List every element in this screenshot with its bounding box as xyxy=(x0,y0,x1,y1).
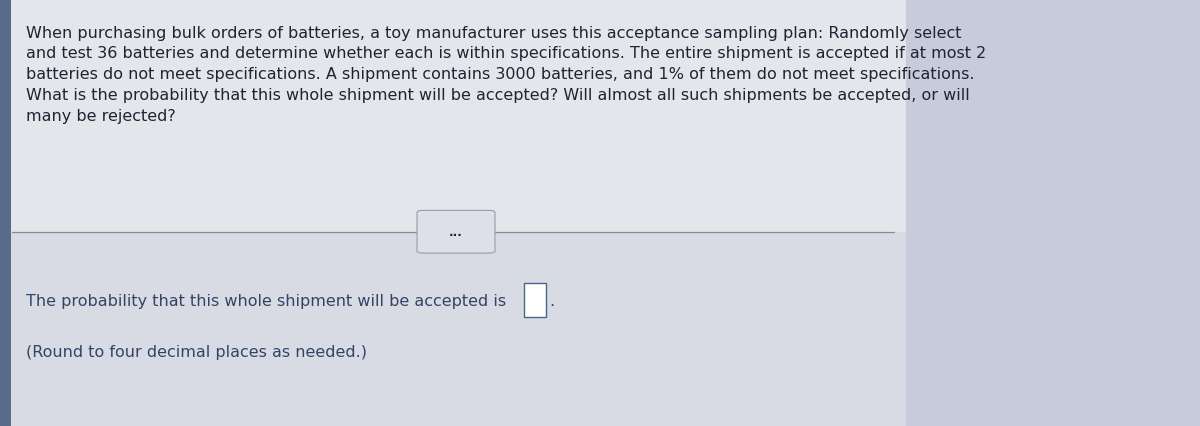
Text: When purchasing bulk orders of batteries, a toy manufacturer uses this acceptanc: When purchasing bulk orders of batteries… xyxy=(26,26,986,124)
Text: (Round to four decimal places as needed.): (Round to four decimal places as needed.… xyxy=(26,344,367,359)
FancyBboxPatch shape xyxy=(0,0,11,426)
FancyBboxPatch shape xyxy=(0,0,906,232)
FancyBboxPatch shape xyxy=(0,232,906,426)
FancyBboxPatch shape xyxy=(418,211,496,253)
Text: ...: ... xyxy=(449,226,463,239)
Text: The probability that this whole shipment will be accepted is: The probability that this whole shipment… xyxy=(26,293,511,308)
FancyBboxPatch shape xyxy=(906,0,1200,426)
FancyBboxPatch shape xyxy=(524,283,546,317)
Text: .: . xyxy=(550,293,554,308)
